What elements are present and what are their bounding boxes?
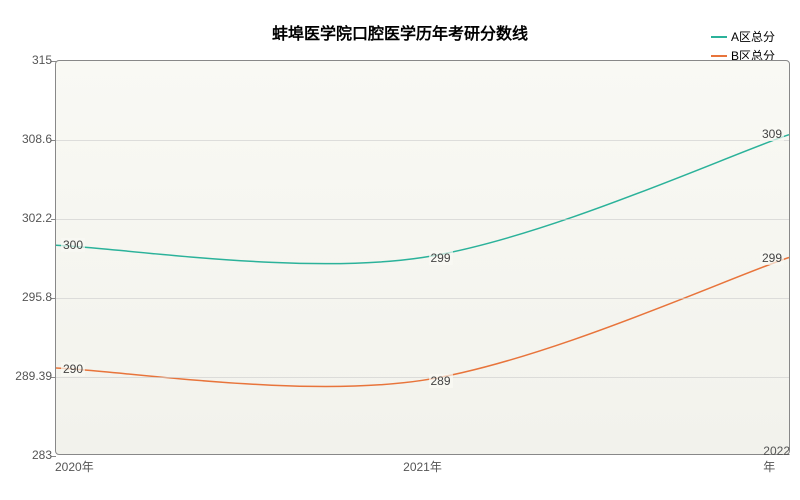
legend-swatch-b	[711, 55, 727, 57]
series-line	[56, 135, 789, 264]
y-tick-label: 308.6	[22, 132, 52, 146]
x-tick-label: 2020年	[55, 458, 94, 475]
line-chart: 蚌埠医学院口腔医学历年考研分数线 A区总分 B区总分	[0, 0, 800, 500]
chart-title: 蚌埠医学院口腔医学历年考研分数线	[0, 20, 800, 44]
legend-item-a: A区总分	[711, 28, 775, 45]
y-tick-label: 283	[32, 448, 52, 462]
plot-area	[55, 60, 790, 455]
legend-swatch-a	[711, 36, 727, 38]
data-label: 289	[428, 374, 452, 388]
y-tick-label: 289.39	[15, 369, 52, 383]
data-label: 290	[61, 362, 85, 376]
y-tick-label: 295.8	[22, 290, 52, 304]
gridline	[56, 219, 789, 220]
y-tick-label: 315	[32, 53, 52, 67]
gridline	[56, 377, 789, 378]
series-line	[56, 258, 789, 387]
x-tick-label: 2021年	[403, 458, 442, 475]
chart-lines	[56, 61, 789, 454]
gridline	[56, 140, 789, 141]
legend-label-a: A区总分	[731, 28, 775, 45]
data-label: 299	[428, 251, 452, 265]
x-tick-label: 2022年	[763, 444, 790, 475]
data-label: 300	[61, 238, 85, 252]
gridline	[56, 298, 789, 299]
y-tick-label: 302.2	[22, 211, 52, 225]
data-label: 309	[760, 127, 784, 141]
data-label: 299	[760, 251, 784, 265]
